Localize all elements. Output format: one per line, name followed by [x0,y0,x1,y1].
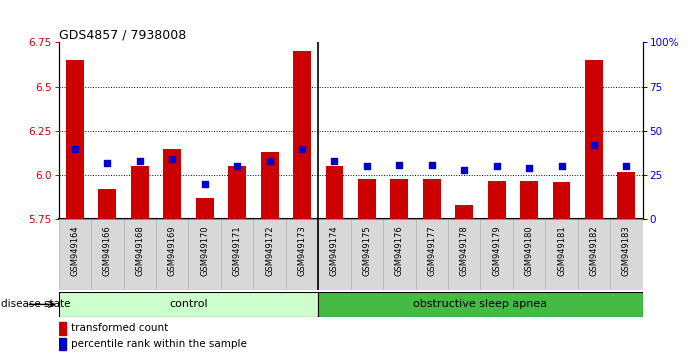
Text: GSM949183: GSM949183 [622,225,631,276]
Point [264,158,275,164]
Bar [423,179,441,219]
Point [589,142,600,148]
FancyBboxPatch shape [254,219,286,290]
Text: GSM949169: GSM949169 [168,225,177,276]
FancyBboxPatch shape [480,219,513,290]
Text: GSM949179: GSM949179 [492,225,501,276]
Bar [618,172,635,219]
Text: GDS4857 / 7938008: GDS4857 / 7938008 [59,28,186,41]
Bar [66,60,84,219]
Bar [196,198,214,219]
FancyBboxPatch shape [513,219,545,290]
Text: GSM949175: GSM949175 [362,225,371,276]
Bar [520,181,538,219]
Point [167,156,178,162]
Bar [358,179,376,219]
Text: GSM949170: GSM949170 [200,225,209,276]
FancyBboxPatch shape [415,219,448,290]
Text: GSM949182: GSM949182 [589,225,598,276]
FancyBboxPatch shape [578,219,610,290]
Point [621,164,632,169]
Point [329,158,340,164]
Text: transformed count: transformed count [70,323,168,333]
FancyBboxPatch shape [156,219,189,290]
Point [491,164,502,169]
Bar [99,189,116,219]
Point [426,162,437,167]
Text: GSM949180: GSM949180 [524,225,533,276]
Text: GSM949178: GSM949178 [460,225,468,276]
FancyBboxPatch shape [319,292,643,317]
Bar [131,166,149,219]
Text: disease state: disease state [1,299,70,309]
Bar [293,51,311,219]
FancyBboxPatch shape [350,219,383,290]
FancyBboxPatch shape [319,219,350,290]
Point [296,146,307,152]
Bar [455,205,473,219]
Text: obstructive sleep apnea: obstructive sleep apnea [413,299,547,309]
Point [394,162,405,167]
Text: GSM949168: GSM949168 [135,225,144,276]
FancyBboxPatch shape [610,219,643,290]
Bar [585,60,603,219]
Text: GSM949166: GSM949166 [103,225,112,276]
FancyBboxPatch shape [221,219,254,290]
Bar [59,322,66,335]
Bar [553,182,571,219]
Point [102,160,113,166]
Text: GSM949173: GSM949173 [298,225,307,276]
Text: GSM949172: GSM949172 [265,225,274,276]
Bar [325,166,343,219]
Bar [261,152,278,219]
FancyBboxPatch shape [59,219,91,290]
Bar [163,149,181,219]
FancyBboxPatch shape [286,219,319,290]
FancyBboxPatch shape [448,219,480,290]
FancyBboxPatch shape [189,219,221,290]
FancyBboxPatch shape [383,219,415,290]
Point [524,165,535,171]
Point [556,164,567,169]
FancyBboxPatch shape [59,292,319,317]
Text: control: control [169,299,208,309]
Point [199,181,210,187]
Text: percentile rank within the sample: percentile rank within the sample [70,339,247,349]
Text: GSM949164: GSM949164 [70,225,79,276]
Bar [228,166,246,219]
FancyBboxPatch shape [124,219,156,290]
Bar [390,179,408,219]
Text: GSM949181: GSM949181 [557,225,566,276]
FancyBboxPatch shape [91,219,124,290]
Bar [59,338,66,350]
Text: GSM949171: GSM949171 [233,225,242,276]
Point [361,164,372,169]
Text: GSM949177: GSM949177 [427,225,436,276]
Point [134,158,145,164]
Text: GSM949176: GSM949176 [395,225,404,276]
Bar [488,181,506,219]
Point [459,167,470,173]
FancyBboxPatch shape [545,219,578,290]
Point [231,164,243,169]
Point [69,146,80,152]
Text: GSM949174: GSM949174 [330,225,339,276]
